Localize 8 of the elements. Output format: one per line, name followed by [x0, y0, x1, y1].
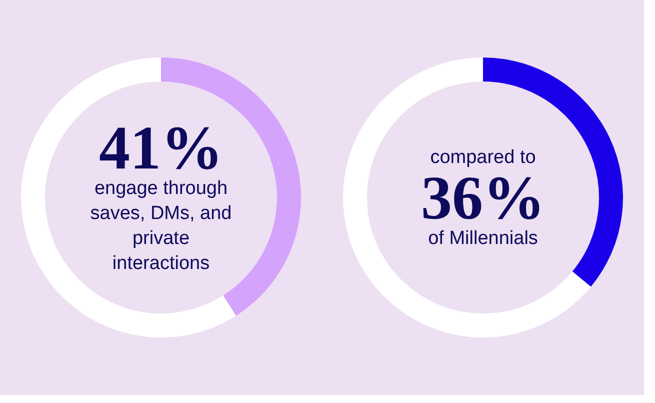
text: interactions — [112, 253, 210, 274]
text: saves, DMs, and — [90, 203, 232, 224]
donut-slice — [343, 58, 591, 338]
text: of Millennials — [428, 228, 538, 249]
donut-slice — [21, 58, 236, 338]
text: private — [132, 228, 190, 249]
text: engage through — [94, 178, 228, 199]
text: compared to — [430, 147, 536, 168]
